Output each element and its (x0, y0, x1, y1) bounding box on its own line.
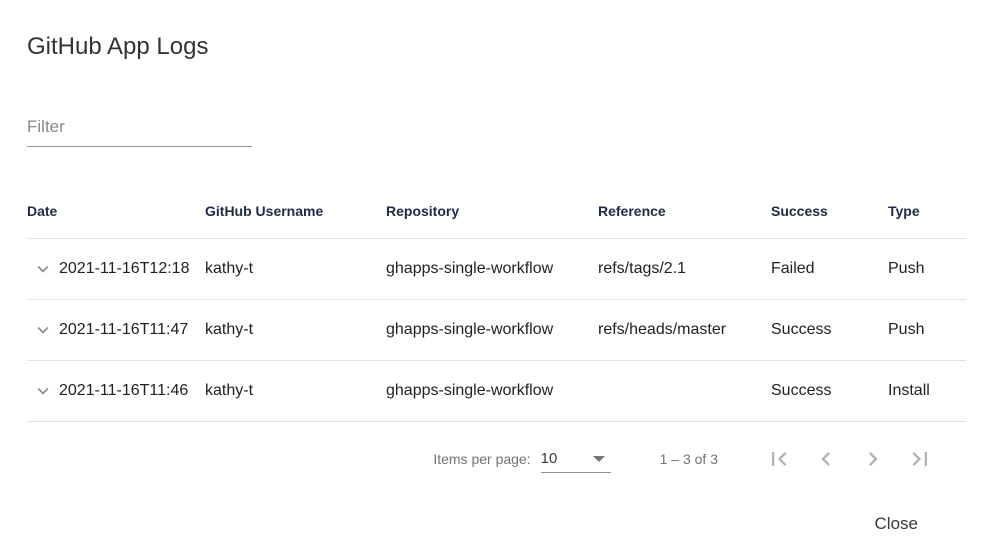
logs-table: Date GitHub Username Repository Referenc… (27, 183, 966, 422)
last-page-icon (912, 452, 927, 466)
log-username: kathy-t (205, 321, 254, 338)
page-size-select[interactable]: 10 (540, 445, 611, 473)
expand-row-button[interactable] (31, 318, 55, 342)
paginator: Items per page: 10 1 – 3 of 3 (27, 431, 966, 487)
page-size-value: 10 (540, 450, 558, 467)
log-reference: refs/tags/2.1 (598, 260, 687, 277)
page-title: GitHub App Logs (27, 33, 209, 60)
first-page-icon (772, 452, 787, 466)
column-header-reference: Reference (598, 202, 666, 219)
log-repository: ghapps-single-workflow (386, 260, 554, 277)
log-date: 2021-11-16T12:18 (59, 260, 190, 277)
items-per-page-label: Items per page: (433, 451, 531, 467)
log-type: Install (888, 382, 930, 399)
chevron-right-icon (869, 452, 878, 466)
log-date: 2021-11-16T11:46 (59, 382, 189, 399)
first-page-button[interactable] (757, 437, 801, 481)
expand-row-button[interactable] (31, 257, 55, 281)
cell-date: 2021-11-16T11:47 (27, 318, 205, 342)
cell-date: 2021-11-16T11:46 (27, 379, 205, 403)
expand-row-button[interactable] (31, 379, 55, 403)
log-date: 2021-11-16T11:47 (59, 321, 189, 338)
filter-input[interactable] (27, 115, 252, 147)
column-header-repository: Repository (386, 202, 460, 219)
table-header-row: Date GitHub Username Repository Referenc… (27, 183, 966, 239)
column-header-type: Type (888, 202, 920, 219)
column-header-success: Success (771, 202, 828, 219)
chevron-left-icon (821, 452, 830, 466)
select-arrow-icon (592, 456, 605, 462)
log-success: Success (771, 382, 832, 399)
table-row: 2021-11-16T12:18 kathy-t ghapps-single-w… (27, 239, 966, 300)
log-repository: ghapps-single-workflow (386, 321, 554, 338)
dialog-actions: Close (27, 506, 966, 542)
table-row: 2021-11-16T11:47 kathy-t ghapps-single-w… (27, 300, 966, 361)
paginator-range-label: 1 – 3 of 3 (659, 451, 718, 467)
log-reference: refs/heads/master (598, 321, 727, 338)
chevron-down-icon (37, 265, 49, 273)
log-username: kathy-t (205, 260, 254, 277)
column-header-date: Date (27, 202, 58, 219)
log-success: Failed (771, 260, 815, 277)
log-repository: ghapps-single-workflow (386, 382, 554, 399)
table-row: 2021-11-16T11:46 kathy-t ghapps-single-w… (27, 361, 966, 422)
chevron-down-icon (37, 326, 49, 334)
github-app-logs-dialog: GitHub App Logs Date GitHub Username Rep… (0, 33, 992, 542)
log-type: Push (888, 321, 925, 338)
log-username: kathy-t (205, 382, 254, 399)
column-header-username: GitHub Username (205, 202, 324, 219)
next-page-button[interactable] (851, 437, 895, 481)
cell-date: 2021-11-16T12:18 (27, 257, 205, 281)
previous-page-button[interactable] (804, 437, 848, 481)
filter-field (27, 115, 252, 147)
chevron-down-icon (37, 387, 49, 395)
last-page-button[interactable] (898, 437, 942, 481)
close-button[interactable]: Close (863, 506, 930, 542)
log-success: Success (771, 321, 832, 338)
log-type: Push (888, 260, 925, 277)
